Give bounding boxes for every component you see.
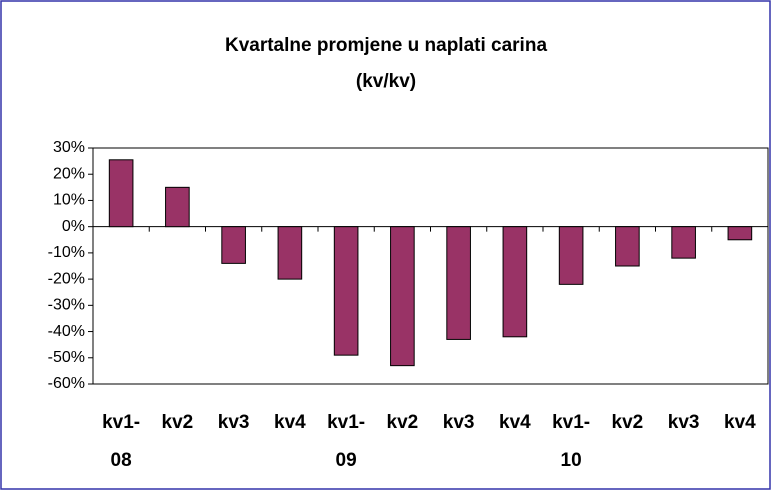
x-tick-label: kv3 [442,412,475,433]
bar [502,226,528,338]
bar [558,226,584,285]
x-tick-label: kv4 [499,412,531,433]
x-tick-label: kv1-10 [552,412,591,471]
bar [446,226,471,340]
y-tick-label: -20% [48,270,85,287]
bar [333,226,359,356]
plot-area [92,147,769,385]
bar [221,226,246,264]
x-tick-label: kv4 [274,412,306,433]
bar [671,226,696,259]
chart-title: Kvartalne promjene u naplati carina [225,35,547,56]
y-tick-label: -60% [48,375,85,392]
x-tick-label: kv2 [611,412,644,433]
y-tick-label: -50% [48,349,85,366]
y-tick-label: 30% [53,139,85,156]
y-tick-label: 20% [53,165,85,182]
y-tick-label: -30% [48,297,85,314]
x-tick-label: kv2 [386,412,419,433]
chart-subtitle: (kv/kv) [356,71,416,92]
x-tick-label: kv1-09 [327,412,366,471]
bar [277,226,303,280]
bar [727,226,753,241]
bar [615,226,640,267]
y-tick-label: 0% [62,218,85,235]
y-tick-label: -10% [48,244,85,261]
bar [108,159,134,228]
x-tick-label: kv4 [724,412,756,433]
y-tick-label: -40% [48,323,85,340]
x-tick-label: kv2 [161,412,194,433]
y-tick-label: 10% [53,192,85,209]
x-tick-label: kv1-08 [102,412,141,471]
x-tick-label: kv3 [667,412,700,433]
bar [165,186,190,228]
bar [390,226,415,367]
x-tick-label: kv3 [217,412,250,433]
